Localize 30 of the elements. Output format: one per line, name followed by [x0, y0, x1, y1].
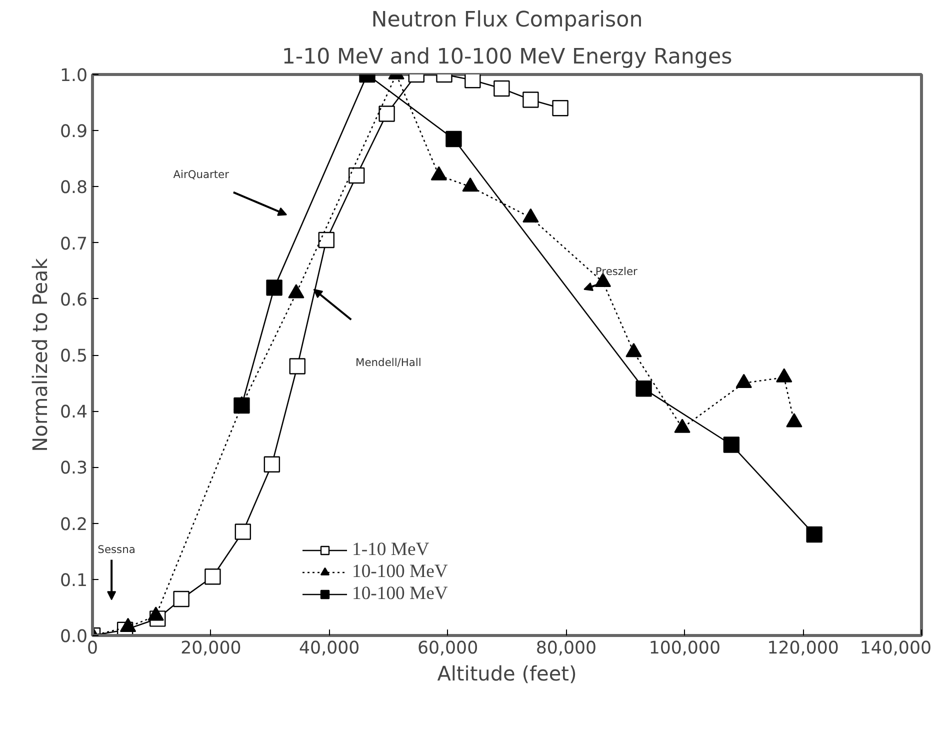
- x-tick-label: 100,000: [648, 638, 720, 658]
- legend-label: 10-100 MeV: [352, 583, 448, 605]
- y-tick-label: 0.3: [60, 458, 88, 479]
- y-tick-label: 0.0: [60, 627, 88, 647]
- y-tick-label: 0.4: [60, 402, 88, 423]
- annotation: AirQuarter: [173, 168, 230, 181]
- x-tick-label: 40,000: [299, 638, 360, 658]
- legend-label: 10-100 MeV: [352, 561, 448, 583]
- y-tick-label: 0.1: [60, 570, 88, 591]
- y-tick-label: 0.2: [60, 514, 88, 535]
- x-axis-title: Altitude (feet): [437, 662, 577, 686]
- chart-subtitle: 1-10 MeV and 10-100 MeV Energy Ranges: [282, 44, 732, 70]
- x-tick-label: 60,000: [417, 638, 478, 658]
- x-tick-label: 80,000: [536, 638, 597, 658]
- x-tick-label: 140,000: [860, 638, 932, 658]
- x-tick-label: 120,000: [767, 638, 839, 658]
- chart-title: Neutron Flux Comparison: [371, 8, 643, 32]
- y-tick-label: 0.9: [60, 122, 88, 142]
- y-tick-label: 0.7: [60, 234, 88, 254]
- y-tick-label: 0.6: [60, 290, 88, 310]
- y-tick-label: 0.8: [60, 178, 88, 198]
- x-tick-label: 0: [86, 638, 98, 658]
- y-tick-label: 1.0: [60, 66, 88, 86]
- y-axis-title: Normalized to Peak: [28, 258, 52, 452]
- x-tick-label: 20,000: [180, 638, 242, 658]
- y-tick-label: 0.5: [60, 346, 88, 366]
- annotation: Preszler: [595, 264, 638, 278]
- annotation: Mendell/Hall: [356, 356, 422, 369]
- legend-label: 1-10 MeV: [352, 539, 430, 561]
- annotation: Sessna: [98, 543, 136, 556]
